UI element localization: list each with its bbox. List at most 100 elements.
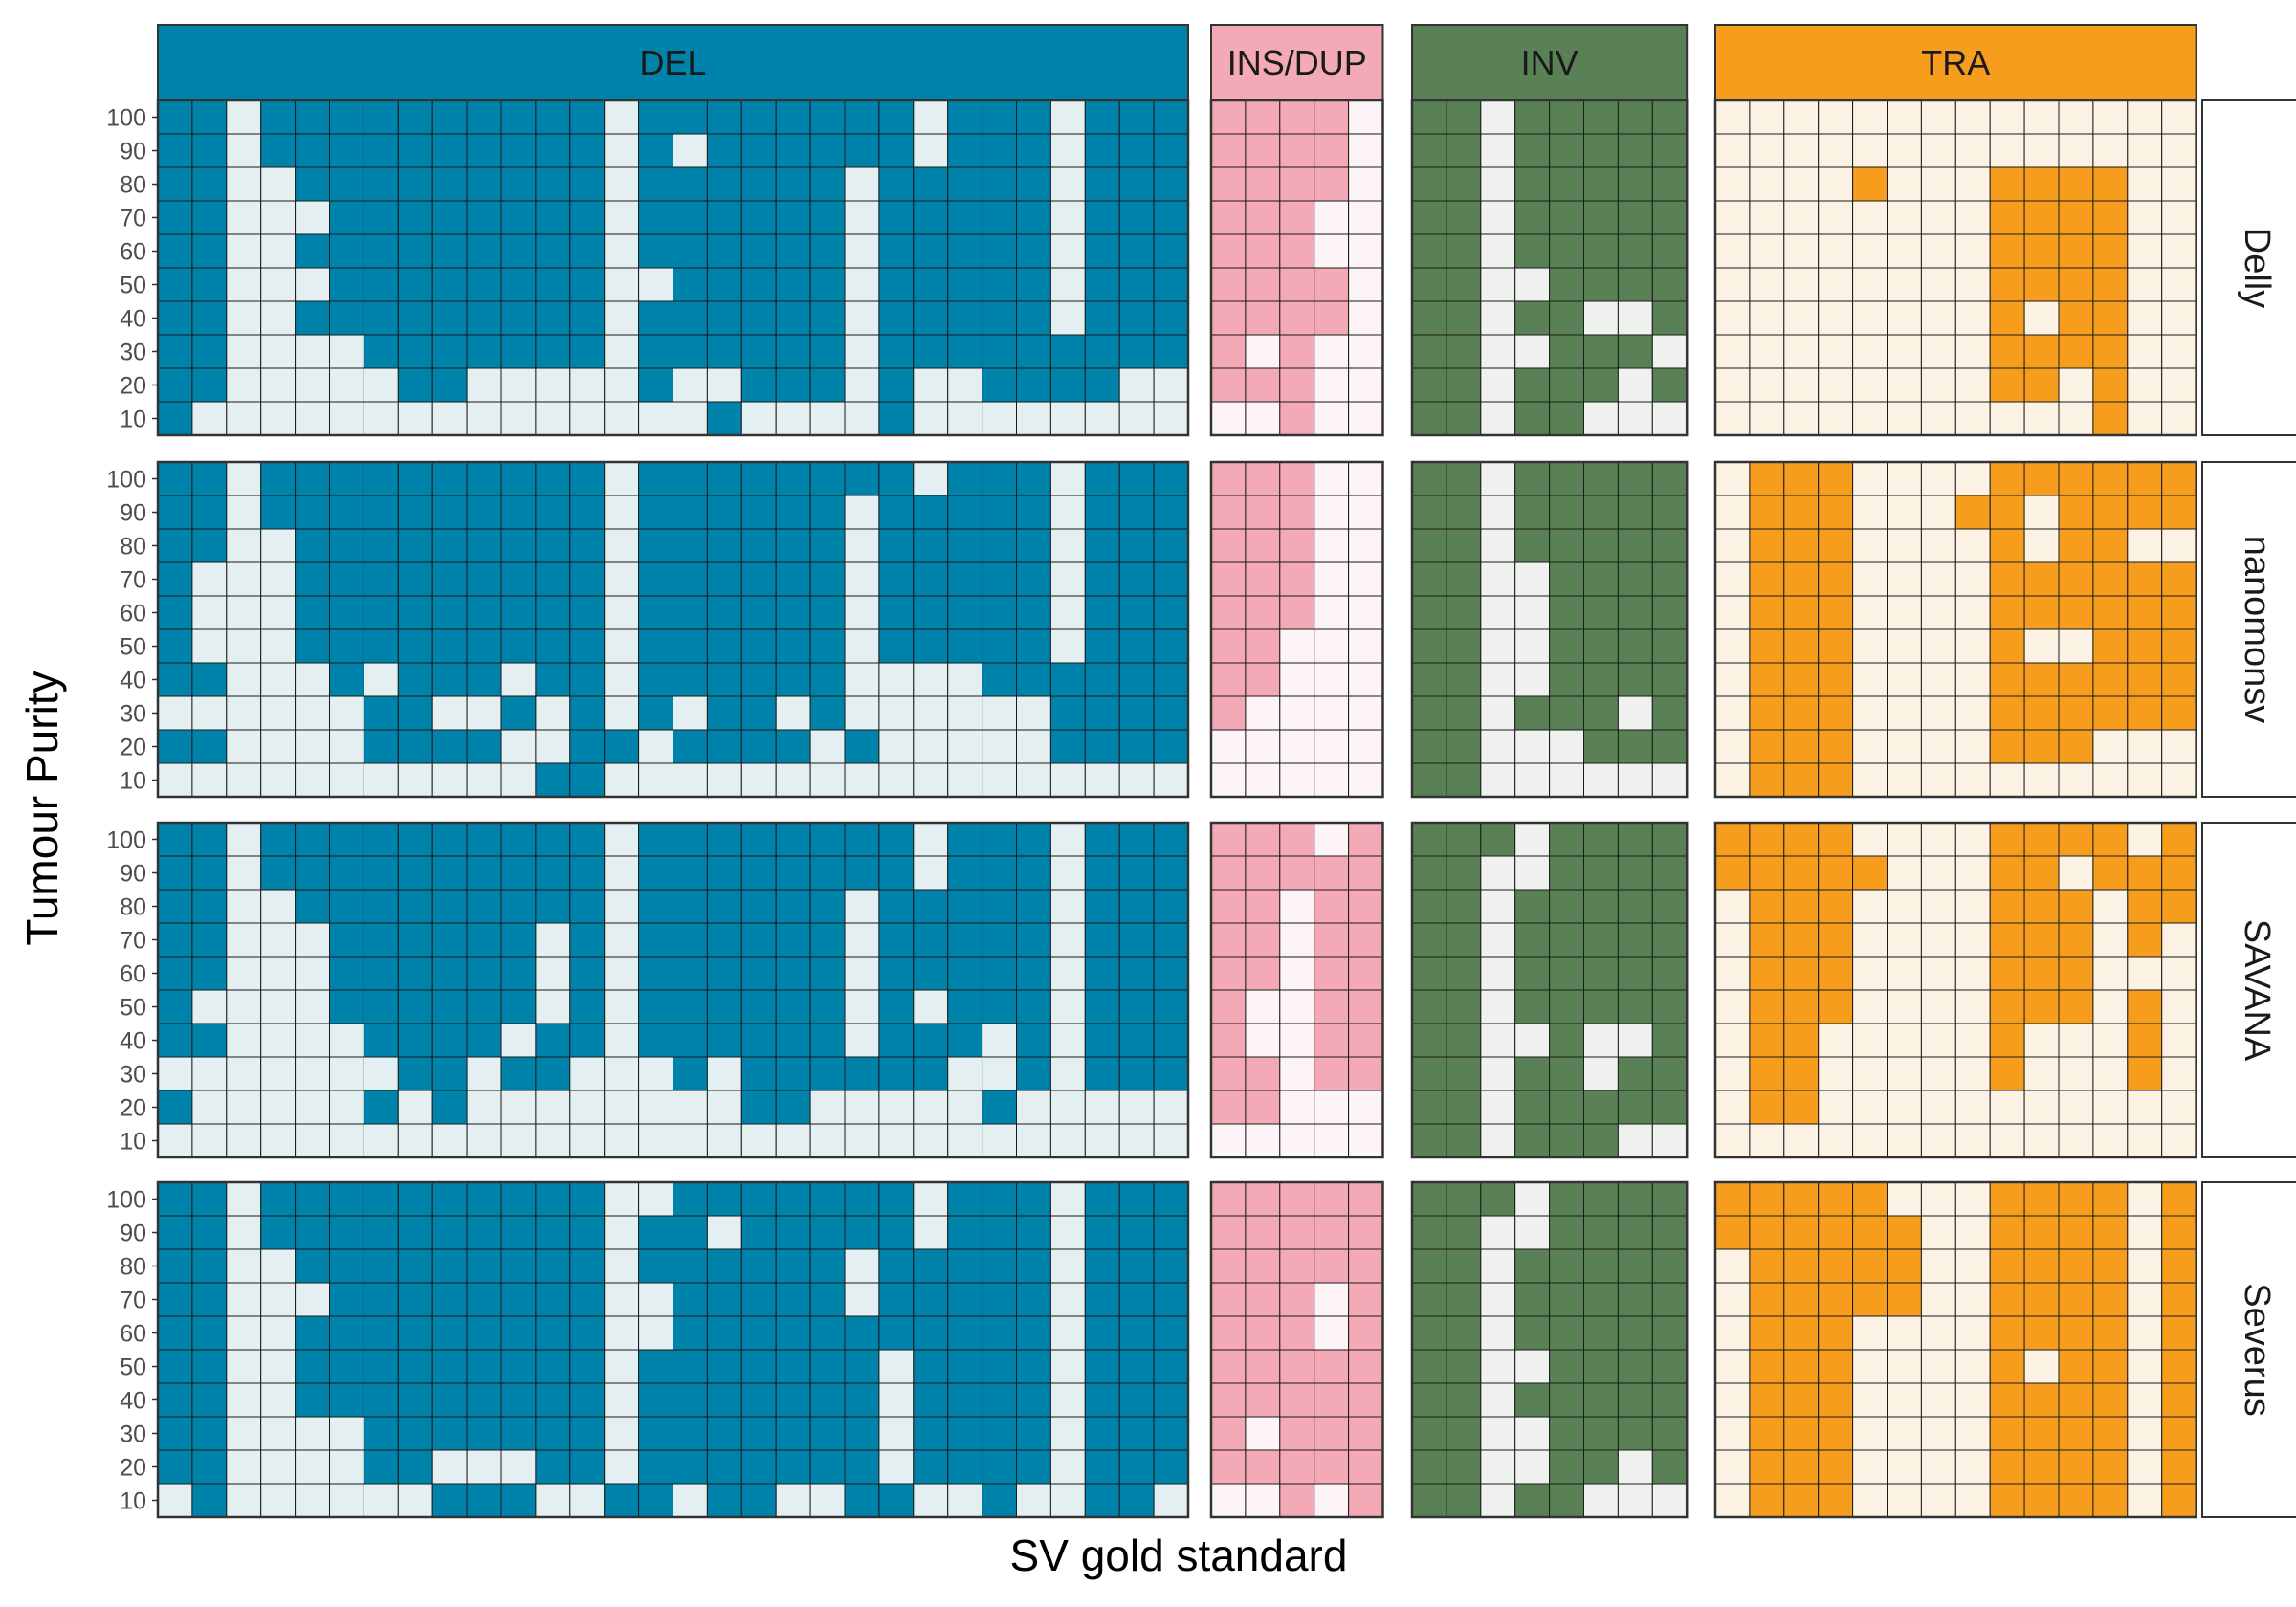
cell-detected — [2092, 495, 2129, 530]
cell-missed — [1887, 662, 1922, 697]
cell-detected — [673, 200, 708, 235]
cell-detected — [397, 300, 433, 336]
cell-missed — [1818, 300, 1854, 336]
cell-detected — [329, 989, 364, 1024]
cell-detected — [1245, 267, 1281, 302]
cell-detected — [1583, 267, 1619, 302]
cell-detected — [1514, 989, 1551, 1024]
cell-missed — [1714, 1123, 1751, 1158]
cell-missed — [1954, 1123, 1991, 1158]
cell-missed — [706, 762, 742, 798]
cell-missed — [1314, 495, 1350, 530]
cell-detected — [1153, 99, 1189, 135]
cell-detected — [1210, 1416, 1247, 1451]
cell-missed — [1852, 367, 1888, 403]
cell-missed — [1887, 1315, 1922, 1351]
cell-detected — [1818, 762, 1854, 798]
cell-detected — [1989, 822, 2025, 857]
cell-missed — [157, 695, 193, 731]
cell-missed — [604, 1248, 640, 1284]
cell-detected — [1348, 1282, 1383, 1317]
cell-detected — [740, 528, 777, 563]
cell-detected — [1818, 595, 1854, 630]
cell-missed — [1920, 1349, 1956, 1384]
cell-missed — [913, 855, 949, 891]
cell-detected — [1210, 99, 1247, 135]
cell-detected — [1348, 1315, 1383, 1351]
cell-missed — [157, 762, 193, 798]
cell-detected — [2058, 1248, 2094, 1284]
cell-detected — [673, 822, 708, 857]
panel-border — [156, 460, 1190, 799]
cell-missed — [1714, 166, 1751, 202]
cell-detected — [2023, 267, 2060, 302]
cell-detected — [1279, 1349, 1315, 1384]
cell-detected — [466, 1315, 502, 1351]
cell-detected — [2058, 922, 2094, 958]
cell-detected — [982, 922, 1017, 958]
cell-detected — [500, 233, 537, 269]
sv-type-strips: DEL INS/DUP INV TRA — [157, 24, 2197, 100]
cell-detected — [775, 1248, 811, 1284]
cell-detected — [466, 729, 502, 764]
cell-detected — [878, 1248, 915, 1284]
cell-detected — [1549, 561, 1584, 597]
cell-detected — [191, 729, 228, 764]
cell-missed — [2127, 729, 2163, 764]
cell-missed — [329, 401, 364, 436]
cell-missed — [775, 401, 811, 436]
cell-missed — [1617, 300, 1653, 336]
cell-detected — [1016, 334, 1051, 369]
cell-detected — [1989, 495, 2025, 530]
strip-savana — [2201, 822, 2296, 1158]
cell-missed — [844, 628, 880, 664]
cell-detected — [569, 762, 606, 798]
cell-detected — [775, 729, 811, 764]
cell-detected — [947, 956, 983, 991]
cell-detected — [706, 401, 742, 436]
cell-detected — [2161, 1181, 2197, 1217]
cell-missed — [1954, 200, 1991, 235]
cell-missed — [1314, 334, 1350, 369]
cell-missed — [1714, 1349, 1751, 1384]
cell-missed — [2161, 334, 2197, 369]
cell-detected — [673, 1181, 708, 1217]
cell-detected — [1989, 1483, 2025, 1518]
cell-missed — [982, 1123, 1017, 1158]
cell-missed — [1920, 1248, 1956, 1284]
cell-detected — [500, 334, 537, 369]
cell-missed — [604, 1449, 640, 1485]
cell-detected — [535, 267, 571, 302]
cell-missed — [1954, 855, 1991, 891]
cell-detected — [1651, 200, 1688, 235]
cell-missed — [673, 1123, 708, 1158]
cell-detected — [638, 922, 673, 958]
panel-border — [1209, 460, 1384, 799]
cell-missed — [604, 1181, 640, 1217]
cell-missed — [1954, 662, 1991, 697]
cell-missed — [1920, 233, 1956, 269]
cell-missed — [1245, 334, 1281, 369]
cell-detected — [1651, 1090, 1688, 1125]
cell-detected — [1348, 989, 1383, 1024]
cell-missed — [604, 662, 640, 697]
cell-detected — [1245, 922, 1281, 958]
cell-detected — [706, 729, 742, 764]
cell-missed — [1989, 99, 2025, 135]
cell-detected — [1084, 956, 1120, 991]
cell-missed — [604, 628, 640, 664]
cell-missed — [1852, 762, 1888, 798]
cell-detected — [673, 267, 708, 302]
cell-detected — [1314, 99, 1350, 135]
cell-missed — [191, 989, 228, 1024]
cell-detected — [913, 1416, 949, 1451]
cell-detected — [638, 595, 673, 630]
cell-missed — [1210, 401, 1247, 436]
cell-missed — [2058, 855, 2094, 891]
cell-detected — [1514, 1483, 1551, 1518]
cell-detected — [191, 1416, 228, 1451]
cell-detected — [466, 133, 502, 168]
cell-detected — [1549, 595, 1584, 630]
cell-detected — [569, 822, 606, 857]
cell-missed — [1714, 1449, 1751, 1485]
